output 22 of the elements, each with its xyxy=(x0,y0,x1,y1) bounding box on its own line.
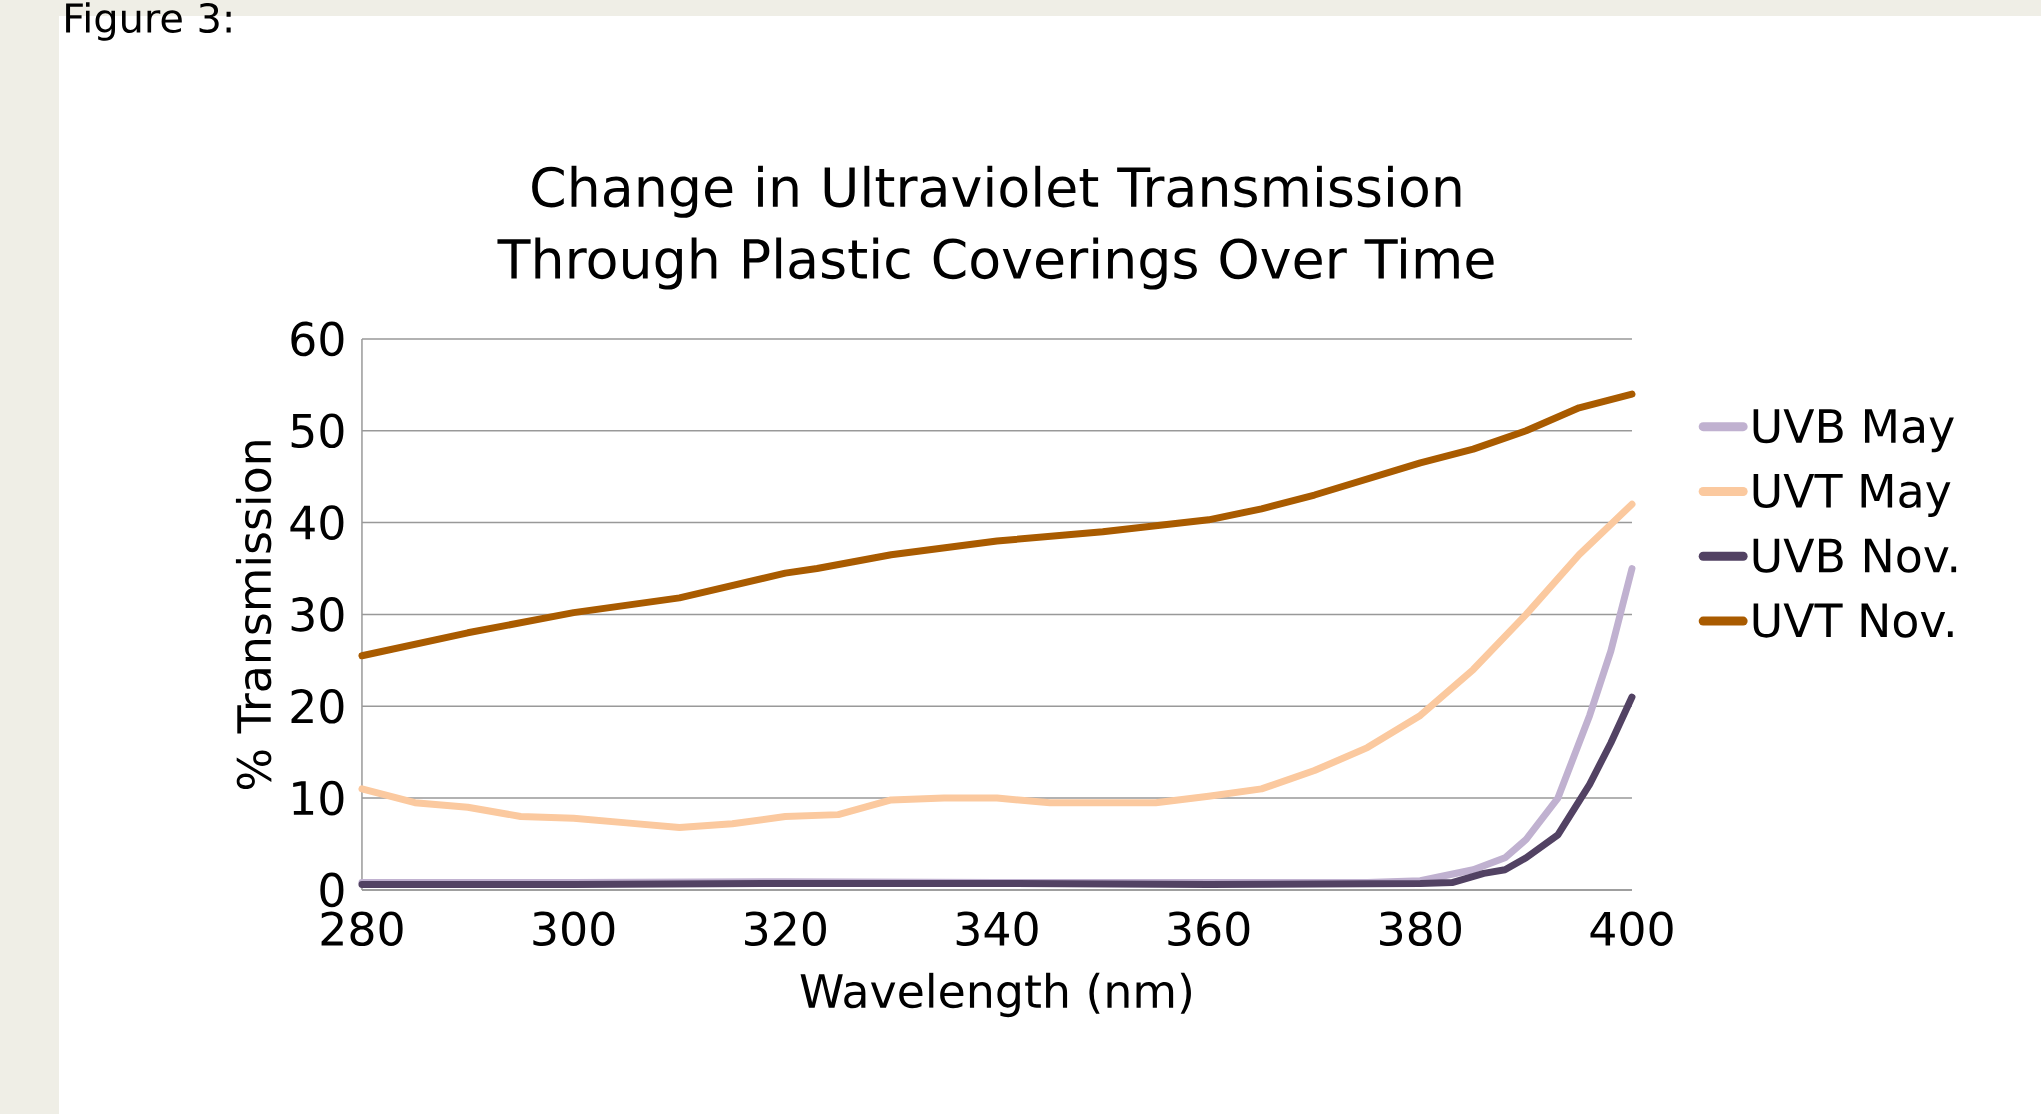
x-tick-label: 320 xyxy=(745,911,826,947)
y-tick-label: 20 xyxy=(291,688,344,724)
y-tick-label: 60 xyxy=(291,321,344,357)
y-tick-label: 0 xyxy=(320,872,344,908)
y-tick-label: 30 xyxy=(291,597,344,632)
x-tick-label: 300 xyxy=(533,911,615,947)
y-axis-title: % Transmission xyxy=(235,441,272,789)
x-tick-label: 380 xyxy=(1380,911,1461,947)
y-tick-label: 10 xyxy=(293,780,344,816)
y-tick-label: 40 xyxy=(290,505,344,540)
legend-label: UVB May xyxy=(1753,409,1954,453)
x-axis-title: Wavelength (nm) xyxy=(800,972,1191,1018)
legend-label: UVB Nov. xyxy=(1753,538,1957,573)
caption: Figure 3: xyxy=(66,2,231,41)
legend-label: UVT May xyxy=(1753,474,1951,517)
x-tick-label: 340 xyxy=(956,911,1038,947)
legend-label: UVT Nov. xyxy=(1753,603,1953,638)
y-tick-label: 50 xyxy=(291,413,344,449)
x-tick-label: 400 xyxy=(1590,911,1673,947)
x-tick-label: 360 xyxy=(1168,911,1250,947)
chart-title: Change in Ultraviolet Transmission Through Plastic Coverings Over Time xyxy=(497,165,1494,290)
x-tick-label: 280 xyxy=(321,911,403,947)
